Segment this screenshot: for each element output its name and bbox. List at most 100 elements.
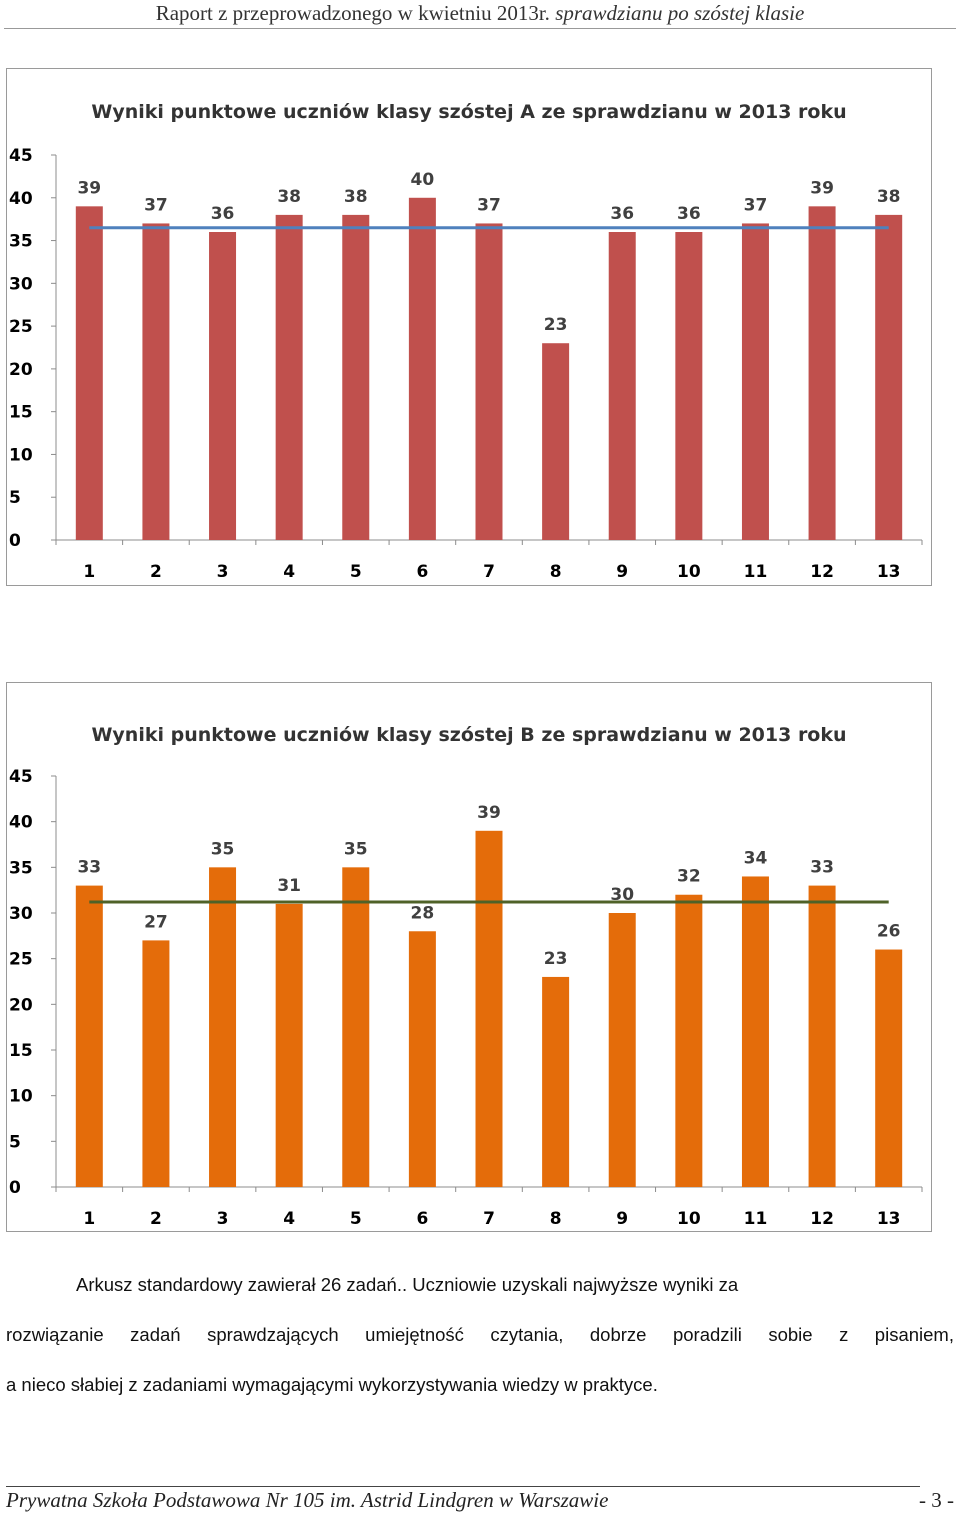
chart-b-x-tick-label: 9 (616, 1209, 628, 1229)
chart-a-data-label: 38 (344, 187, 368, 207)
chart-b-y-tick-label: 45 (9, 767, 33, 787)
chart-a-x-tick-label: 7 (483, 562, 495, 582)
chart-b-data-label: 28 (411, 903, 435, 923)
chart-a-data-label: 23 (544, 315, 568, 335)
chart-b-bar (408, 931, 436, 1187)
chart-a-data-label: 38 (277, 187, 301, 207)
chart-a-data-label: 37 (477, 195, 501, 215)
header-rule (4, 28, 956, 29)
chart-b-data-label: 35 (211, 839, 235, 859)
chart-a-data-label: 37 (744, 195, 768, 215)
footer-school: Prywatna Szkoła Podstawowa Nr 105 im. As… (6, 1488, 609, 1512)
chart-a-x-tick-label: 5 (350, 562, 362, 582)
chart-b-y-tick-label: 10 (9, 1087, 33, 1107)
chart-b-y-tick-label: 15 (9, 1041, 33, 1061)
chart-a-bar (342, 214, 370, 540)
chart-a-y-tick-label: 45 (9, 146, 33, 166)
chart-b-x-tick-label: 11 (744, 1209, 768, 1229)
chart-b-data-label: 34 (744, 848, 768, 868)
summary-line-2: rozwiązanie zadań sprawdzających umiejęt… (6, 1324, 954, 1345)
chart-a-x-tick-label: 10 (677, 562, 701, 582)
chart-a-bar (741, 223, 769, 540)
chart-a-data-label: 39 (77, 178, 101, 198)
chart-b-bar (75, 885, 103, 1187)
chart-b-bar (741, 876, 769, 1187)
chart-a-y-tick-label: 10 (9, 445, 33, 465)
chart-b-svg: 0510152025303540453312723533143552863972… (9, 767, 923, 1229)
chart-b-bar (808, 885, 836, 1187)
chart-a-data-label: 36 (677, 204, 701, 224)
chart-b-bar (475, 830, 503, 1187)
chart-b-data-label: 32 (677, 867, 701, 887)
chart-a-y-tick-label: 20 (9, 360, 33, 380)
chart-a-x-tick-label: 4 (283, 562, 295, 582)
chart-a-x-tick-label: 3 (217, 562, 229, 582)
chart-a-y-tick-label: 35 (9, 232, 33, 252)
chart-b-data-label: 33 (77, 858, 101, 878)
chart-b-data-label: 31 (277, 876, 301, 896)
chart-b-title: Wyniki punktowe uczniów klasy szóstej B … (91, 724, 847, 746)
chart-a-x-tick-label: 11 (744, 562, 768, 582)
summary-line-1: Arkusz standardowy zawierał 26 zadań.. U… (76, 1274, 739, 1295)
page-header: Raport z przeprowadzonego w kwietniu 201… (0, 0, 960, 30)
chart-b-y-tick-label: 5 (9, 1132, 21, 1152)
chart-a-bar (408, 197, 436, 540)
chart-a-bar (808, 206, 836, 541)
chart-a-x-tick-label: 2 (150, 562, 162, 582)
chart-b-y-tick-label: 40 (9, 813, 33, 833)
chart-a-title: Wyniki punktowe uczniów klasy szóstej A … (91, 101, 847, 123)
summary-paragraph: Arkusz standardowy zawierał 26 zadań.. U… (6, 1260, 954, 1410)
chart-a-data-label: 36 (610, 204, 634, 224)
chart-b-data-label: 27 (144, 912, 168, 932)
chart-b-x-tick-label: 2 (150, 1209, 162, 1229)
chart-a-y-tick-label: 0 (9, 531, 21, 551)
chart-b-bar (275, 903, 303, 1187)
chart-b-x-tick-label: 7 (483, 1209, 495, 1229)
chart-b-data-label: 30 (610, 885, 634, 905)
chart-a-x-tick-label: 9 (616, 562, 628, 582)
chart-b-x-tick-label: 4 (283, 1209, 295, 1229)
chart-a-bar (542, 343, 570, 540)
chart-b-y-tick-label: 25 (9, 950, 33, 970)
chart-class-a: Wyniki punktowe uczniów klasy szóstej A … (6, 68, 932, 586)
chart-b-data-label: 23 (544, 949, 568, 969)
chart-class-b: Wyniki punktowe uczniów klasy szóstej B … (6, 682, 932, 1232)
chart-a-bar (608, 232, 636, 540)
chart-b-x-tick-label: 6 (416, 1209, 428, 1229)
chart-b-bar (209, 867, 237, 1187)
footer-page-number: - 3 - (919, 1488, 954, 1512)
chart-a-bar (275, 214, 303, 540)
chart-a-bar (209, 232, 237, 540)
chart-a-data-label: 40 (411, 170, 435, 190)
chart-a-x-tick-label: 6 (416, 562, 428, 582)
chart-b-bar (542, 976, 570, 1187)
chart-b-data-label: 39 (477, 803, 501, 823)
chart-b-x-tick-label: 8 (550, 1209, 562, 1229)
chart-a-y-tick-label: 15 (9, 403, 33, 423)
summary-line-3: a nieco słabiej z zadaniami wymagającymi… (6, 1374, 658, 1395)
chart-a-bar (875, 214, 903, 540)
chart-b-bar (142, 940, 170, 1187)
chart-b-x-tick-label: 5 (350, 1209, 362, 1229)
chart-b-data-label: 26 (877, 922, 901, 942)
chart-a-x-tick-label: 13 (877, 562, 901, 582)
chart-b-y-tick-label: 0 (9, 1178, 21, 1198)
chart-a-data-label: 38 (877, 187, 901, 207)
chart-a-bar (475, 223, 503, 540)
header-text-italic: sprawdzianu po szóstej klasie (555, 1, 805, 25)
chart-a-x-tick-label: 1 (83, 562, 95, 582)
chart-a-data-label: 36 (211, 204, 235, 224)
chart-a-data-label: 39 (810, 178, 834, 198)
chart-a-x-tick-label: 8 (550, 562, 562, 582)
chart-a-bar (142, 223, 170, 540)
chart-a-y-tick-label: 40 (9, 189, 33, 209)
chart-a-y-tick-label: 5 (9, 488, 21, 508)
chart-a-data-label: 37 (144, 195, 168, 215)
chart-a-y-tick-label: 25 (9, 317, 33, 337)
chart-b-x-tick-label: 12 (810, 1209, 834, 1229)
chart-a-x-tick-label: 12 (810, 562, 834, 582)
chart-b-y-tick-label: 35 (9, 858, 33, 878)
chart-b-x-tick-label: 13 (877, 1209, 901, 1229)
footer-rule (6, 1486, 920, 1487)
chart-b-bar (875, 949, 903, 1187)
